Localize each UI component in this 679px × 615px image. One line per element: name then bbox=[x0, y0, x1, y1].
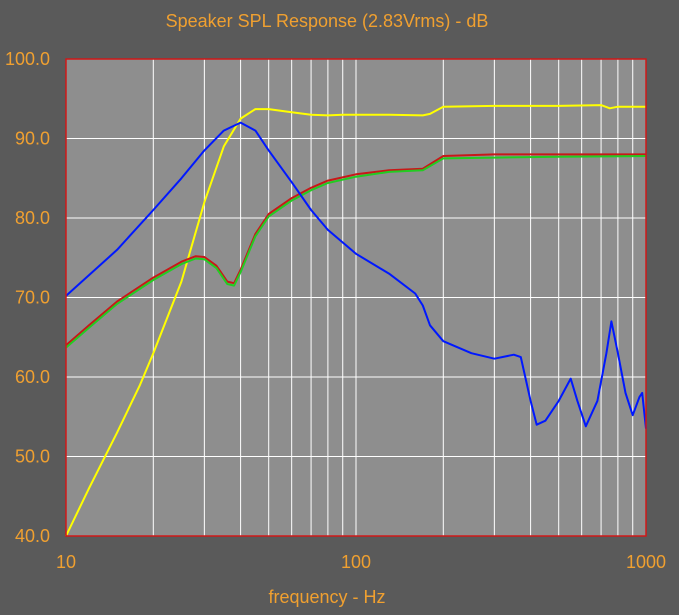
plot-border bbox=[65, 58, 647, 537]
grid-lines bbox=[66, 59, 646, 536]
y-tick-label: 80.0 bbox=[15, 208, 50, 228]
x-tick-label: 1000 bbox=[626, 552, 666, 572]
series-line-1 bbox=[65, 153, 646, 346]
y-tick-label: 60.0 bbox=[15, 367, 50, 387]
series-line-0 bbox=[65, 104, 646, 537]
y-tick-label: 40.0 bbox=[15, 526, 50, 546]
y-axis-ticks: 40.0 50.0 60.0 70.0 80.0 90.0 100.0 bbox=[5, 49, 50, 546]
series-group bbox=[65, 104, 647, 537]
y-tick-label: 50.0 bbox=[15, 447, 50, 467]
y-tick-label: 70.0 bbox=[15, 288, 50, 308]
y-tick-label: 100.0 bbox=[5, 49, 50, 69]
x-tick-label: 100 bbox=[341, 552, 371, 572]
x-tick-label: 10 bbox=[56, 552, 76, 572]
x-axis-label: frequency - Hz bbox=[268, 587, 385, 607]
series-line-2 bbox=[65, 155, 647, 349]
series-line-3 bbox=[65, 121, 647, 429]
y-tick-label: 90.0 bbox=[15, 129, 50, 149]
chart-title: Speaker SPL Response (2.83Vrms) - dB bbox=[166, 11, 489, 31]
x-axis-ticks: 10 100 1000 bbox=[56, 552, 666, 572]
